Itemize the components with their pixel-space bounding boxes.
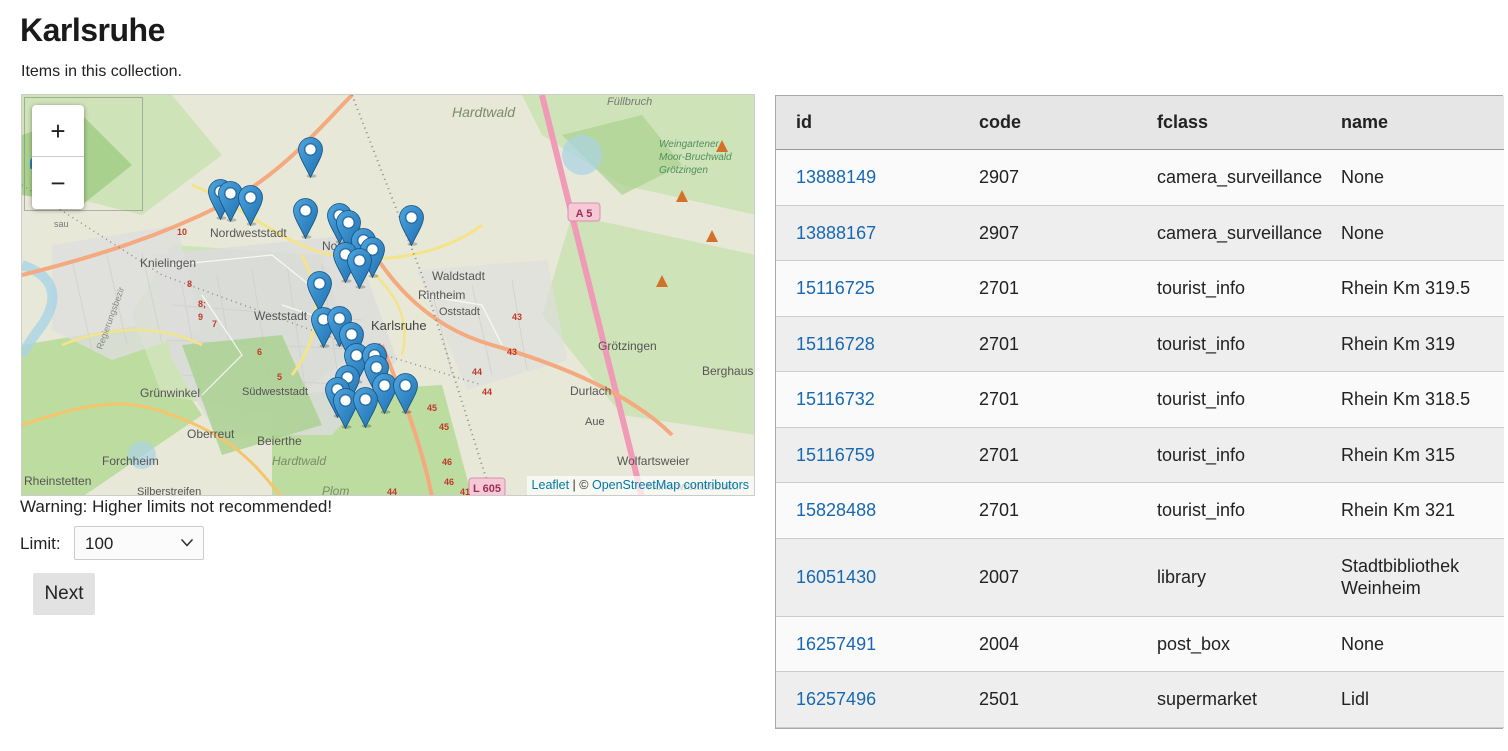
svg-text:Grünwinkel: Grünwinkel — [140, 386, 200, 400]
svg-text:Berghausen: Berghausen — [702, 364, 755, 378]
svg-text:46: 46 — [444, 477, 454, 487]
svg-text:43: 43 — [507, 347, 517, 357]
svg-text:46: 46 — [442, 457, 452, 467]
svg-text:7: 7 — [212, 319, 217, 329]
svg-text:41: 41 — [460, 487, 470, 496]
svg-text:sau: sau — [54, 219, 69, 229]
svg-text:Rintheim: Rintheim — [418, 288, 465, 302]
svg-text:L 605: L 605 — [473, 483, 501, 495]
svg-text:6: 6 — [257, 347, 262, 357]
svg-text:Rheinstetten: Rheinstetten — [24, 474, 91, 488]
svg-text:Forchheim: Forchheim — [102, 454, 159, 468]
svg-text:Waldstadt: Waldstadt — [432, 269, 486, 283]
svg-text:Grötzingen: Grötzingen — [598, 339, 657, 353]
svg-text:A 5: A 5 — [576, 208, 593, 220]
svg-text:44: 44 — [472, 367, 482, 377]
svg-text:Hardtwald: Hardtwald — [452, 104, 516, 120]
svg-text:Aue: Aue — [585, 416, 605, 428]
svg-text:45: 45 — [427, 403, 437, 413]
svg-text:43: 43 — [512, 312, 522, 322]
svg-text:Durlach: Durlach — [570, 384, 611, 398]
svg-text:45: 45 — [439, 422, 449, 432]
svg-text:10: 10 — [177, 227, 187, 237]
svg-text:8;: 8; — [198, 299, 206, 309]
svg-text:Hardtwald: Hardtwald — [272, 454, 326, 468]
svg-text:Plom: Plom — [322, 484, 349, 496]
svg-text:Wolfartsweier: Wolfartsweier — [617, 454, 689, 468]
svg-text:Füllbruch: Füllbruch — [607, 96, 652, 108]
svg-text:Nordweststadt: Nordweststadt — [210, 226, 287, 240]
svg-text:8: 8 — [187, 279, 192, 289]
svg-text:9: 9 — [198, 312, 203, 322]
svg-text:Grötzingen: Grötzingen — [659, 165, 708, 176]
svg-text:Weingartener: Weingartener — [659, 139, 720, 150]
svg-text:Südweststadt: Südweststadt — [242, 386, 308, 398]
svg-text:Moor-Bruchwald: Moor-Bruchwald — [659, 152, 732, 163]
svg-text:Weststadt: Weststadt — [254, 309, 308, 323]
svg-text:Karlsruhe: Karlsruhe — [371, 318, 427, 333]
svg-text:Beierthe: Beierthe — [257, 434, 302, 448]
svg-text:Knielingen: Knielingen — [140, 256, 196, 270]
svg-text:Silberstreifen: Silberstreifen — [137, 486, 201, 496]
svg-text:44: 44 — [387, 487, 397, 496]
svg-text:Oberreut: Oberreut — [187, 427, 235, 441]
svg-text:5: 5 — [277, 372, 282, 382]
svg-text:Oststadt: Oststadt — [439, 306, 480, 318]
svg-text:44: 44 — [482, 387, 492, 397]
